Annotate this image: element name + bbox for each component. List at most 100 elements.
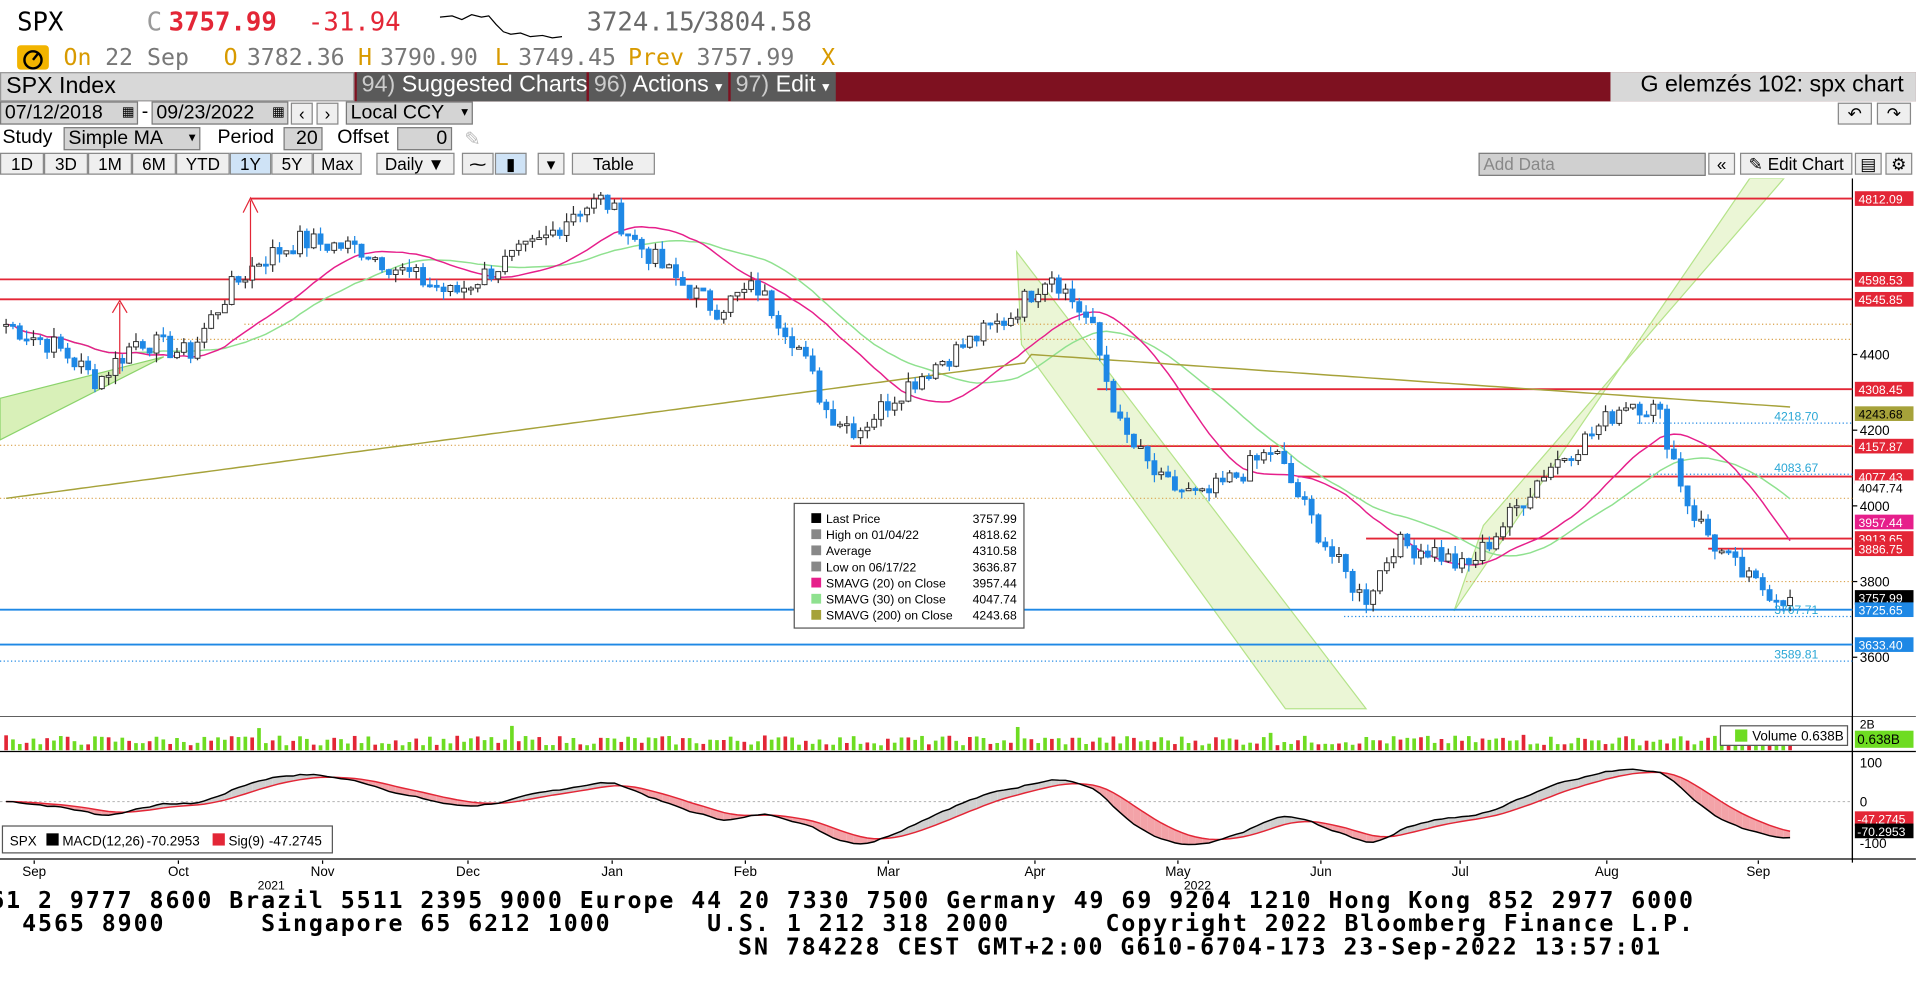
candle-body xyxy=(1315,514,1322,543)
redo-button[interactable]: ↷ xyxy=(1876,102,1912,125)
candle-body xyxy=(1267,452,1274,455)
candle-chart-button[interactable]: ▮ xyxy=(494,152,527,175)
macd-fill xyxy=(1550,783,1558,797)
volume-bar xyxy=(1405,737,1410,751)
range-button-1m[interactable]: 1M xyxy=(87,152,132,175)
candle-body xyxy=(1178,489,1185,493)
range-button-max[interactable]: Max xyxy=(312,152,362,175)
volume-bar xyxy=(11,739,15,751)
macd-fill xyxy=(1680,777,1688,794)
candle-body xyxy=(488,268,495,280)
edit-menu[interactable]: 97) Edit ▾ xyxy=(730,72,836,102)
volume-bar xyxy=(1193,740,1198,751)
footer-line-3: SN 784228 CEST GMT+2:00 G610-6704-173 23… xyxy=(738,933,1663,961)
macd-axis-minus100: -100 xyxy=(1860,836,1887,851)
volume-bar xyxy=(1104,742,1109,751)
edit-label: Edit xyxy=(775,72,816,98)
calendar-icon[interactable]: ▦ xyxy=(271,105,285,120)
pencil-icon[interactable]: ✎ xyxy=(464,129,481,151)
candle-body xyxy=(686,284,693,299)
candle-body xyxy=(577,213,584,217)
volume-bar xyxy=(1002,740,1006,751)
high-value: 3790.90 xyxy=(380,43,478,71)
collapse-button[interactable]: « xyxy=(1708,152,1736,175)
offset-input[interactable]: 0 xyxy=(397,127,453,151)
actions-menu[interactable]: 96) Actions ▾ xyxy=(588,72,729,102)
volume-bar xyxy=(1214,737,1218,751)
chart-type-dropdown[interactable]: ▾ xyxy=(537,152,565,175)
macd-fill xyxy=(1605,771,1613,780)
volume-bar xyxy=(810,743,815,751)
candle-body xyxy=(1773,599,1780,603)
macd-fill xyxy=(1544,786,1551,800)
candle-body xyxy=(987,322,994,326)
prev-period-button[interactable]: ‹ xyxy=(290,102,313,125)
currency-select[interactable]: Local CCY ▾ xyxy=(345,101,473,125)
candle-body xyxy=(310,233,317,249)
macd-fill xyxy=(901,827,909,837)
volume-bar xyxy=(31,738,36,751)
legend-value: 3957.44 xyxy=(973,576,1017,590)
candle-body xyxy=(10,323,16,327)
candle-body xyxy=(891,402,898,411)
candle-body xyxy=(1732,551,1739,558)
gear-icon[interactable]: ⚙ xyxy=(1885,152,1913,175)
range-button-1d[interactable]: 1D xyxy=(0,152,44,175)
calendar-icon[interactable]: ▦ xyxy=(121,105,135,120)
macd-fill xyxy=(969,797,977,812)
edit-number: 97) xyxy=(735,72,770,98)
add-data-input[interactable]: Add Data xyxy=(1478,152,1706,176)
candle-body xyxy=(167,335,174,359)
frequency-value: Daily xyxy=(384,153,423,174)
volume-bar xyxy=(585,745,589,751)
macd-fill xyxy=(696,804,704,815)
volume-bar xyxy=(38,744,43,751)
volume-bar xyxy=(1610,743,1615,751)
period-input[interactable]: 20 xyxy=(283,127,323,151)
volume-bar xyxy=(1070,737,1075,751)
volume-bar xyxy=(1501,737,1505,751)
candle-body xyxy=(563,221,570,236)
candle-body xyxy=(1322,541,1329,548)
security-field[interactable]: SPX Index xyxy=(0,72,355,102)
study-select[interactable]: Simple MA ▾ xyxy=(63,127,201,151)
suggested-charts-menu[interactable]: 94) Suggested Charts xyxy=(356,72,588,102)
volume-bar xyxy=(667,735,671,751)
range-button-6m[interactable]: 6M xyxy=(131,152,176,175)
undo-button[interactable]: ↶ xyxy=(1837,102,1872,125)
candle-body xyxy=(768,290,775,317)
volume-bar xyxy=(154,736,159,751)
candle-body xyxy=(194,341,201,359)
range-button-3d[interactable]: 3D xyxy=(43,152,88,175)
price-tag-text: 4308.45 xyxy=(1859,383,1903,397)
start-date-field[interactable]: 07/12/2018 ▦ xyxy=(0,101,139,125)
candle-body xyxy=(262,263,269,267)
volume-bar xyxy=(1056,738,1061,751)
macd-fill xyxy=(1673,774,1681,788)
price-chart[interactable]: 4400 4200 4000 3800 3600 4812.09 4598.53 4545.… xyxy=(0,178,1916,875)
close-quote-button[interactable]: X xyxy=(821,43,836,71)
price-tag-text: 3757.99 xyxy=(1859,591,1903,605)
volume-bar xyxy=(516,741,521,751)
table-button[interactable]: Table xyxy=(571,152,655,175)
frequency-select[interactable]: Daily ▼ xyxy=(376,152,455,175)
menu-bar: SPX Index 94) Suggested Charts 96) Actio… xyxy=(0,72,1916,102)
macd-fill xyxy=(1004,788,1011,799)
candle-body xyxy=(884,401,891,411)
candle-body xyxy=(604,194,611,210)
candle-body xyxy=(1076,301,1083,313)
range-button-1y[interactable]: 1Y xyxy=(229,152,272,175)
range-button-ytd[interactable]: YTD xyxy=(175,152,230,175)
edit-chart-button[interactable]: ✎ Edit Chart xyxy=(1739,152,1853,175)
volume-bar xyxy=(1159,737,1164,751)
chart-settings-icon[interactable]: ▤ xyxy=(1854,152,1882,175)
candle-body xyxy=(850,423,857,439)
macd-fill xyxy=(723,812,731,821)
next-period-button[interactable]: › xyxy=(316,102,339,125)
volume-bar xyxy=(1125,736,1129,751)
volume-bar xyxy=(1576,737,1581,751)
range-button-5y[interactable]: 5Y xyxy=(271,152,313,175)
line-chart-button[interactable]: ⁓ xyxy=(461,152,494,175)
volume-bar xyxy=(1255,743,1259,751)
end-date-field[interactable]: 09/23/2022 ▦ xyxy=(151,101,289,125)
